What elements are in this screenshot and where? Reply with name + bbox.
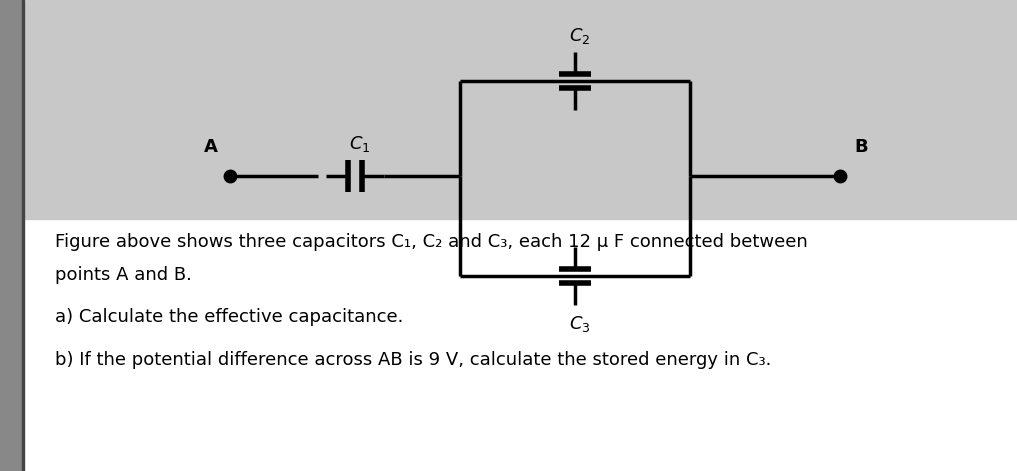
Bar <box>0 0 1017 219</box>
Text: $C_2$: $C_2$ <box>570 26 591 46</box>
Bar <box>22 0 24 471</box>
Text: $C_3$: $C_3$ <box>570 314 591 334</box>
Text: a) Calculate the effective capacitance.: a) Calculate the effective capacitance. <box>55 308 404 326</box>
Text: $C_1$: $C_1$ <box>349 134 371 154</box>
Text: B: B <box>854 138 868 156</box>
Text: b) If the potential difference across AB is 9 V, calculate the stored energy in : b) If the potential difference across AB… <box>55 351 771 369</box>
Text: A: A <box>204 138 218 156</box>
Text: points A and B.: points A and B. <box>55 266 192 284</box>
Bar <box>0 219 1017 471</box>
Bar <box>0 0 22 471</box>
Text: Figure above shows three capacitors C₁, C₂ and C₃, each 12 μ F connected between: Figure above shows three capacitors C₁, … <box>55 233 807 251</box>
